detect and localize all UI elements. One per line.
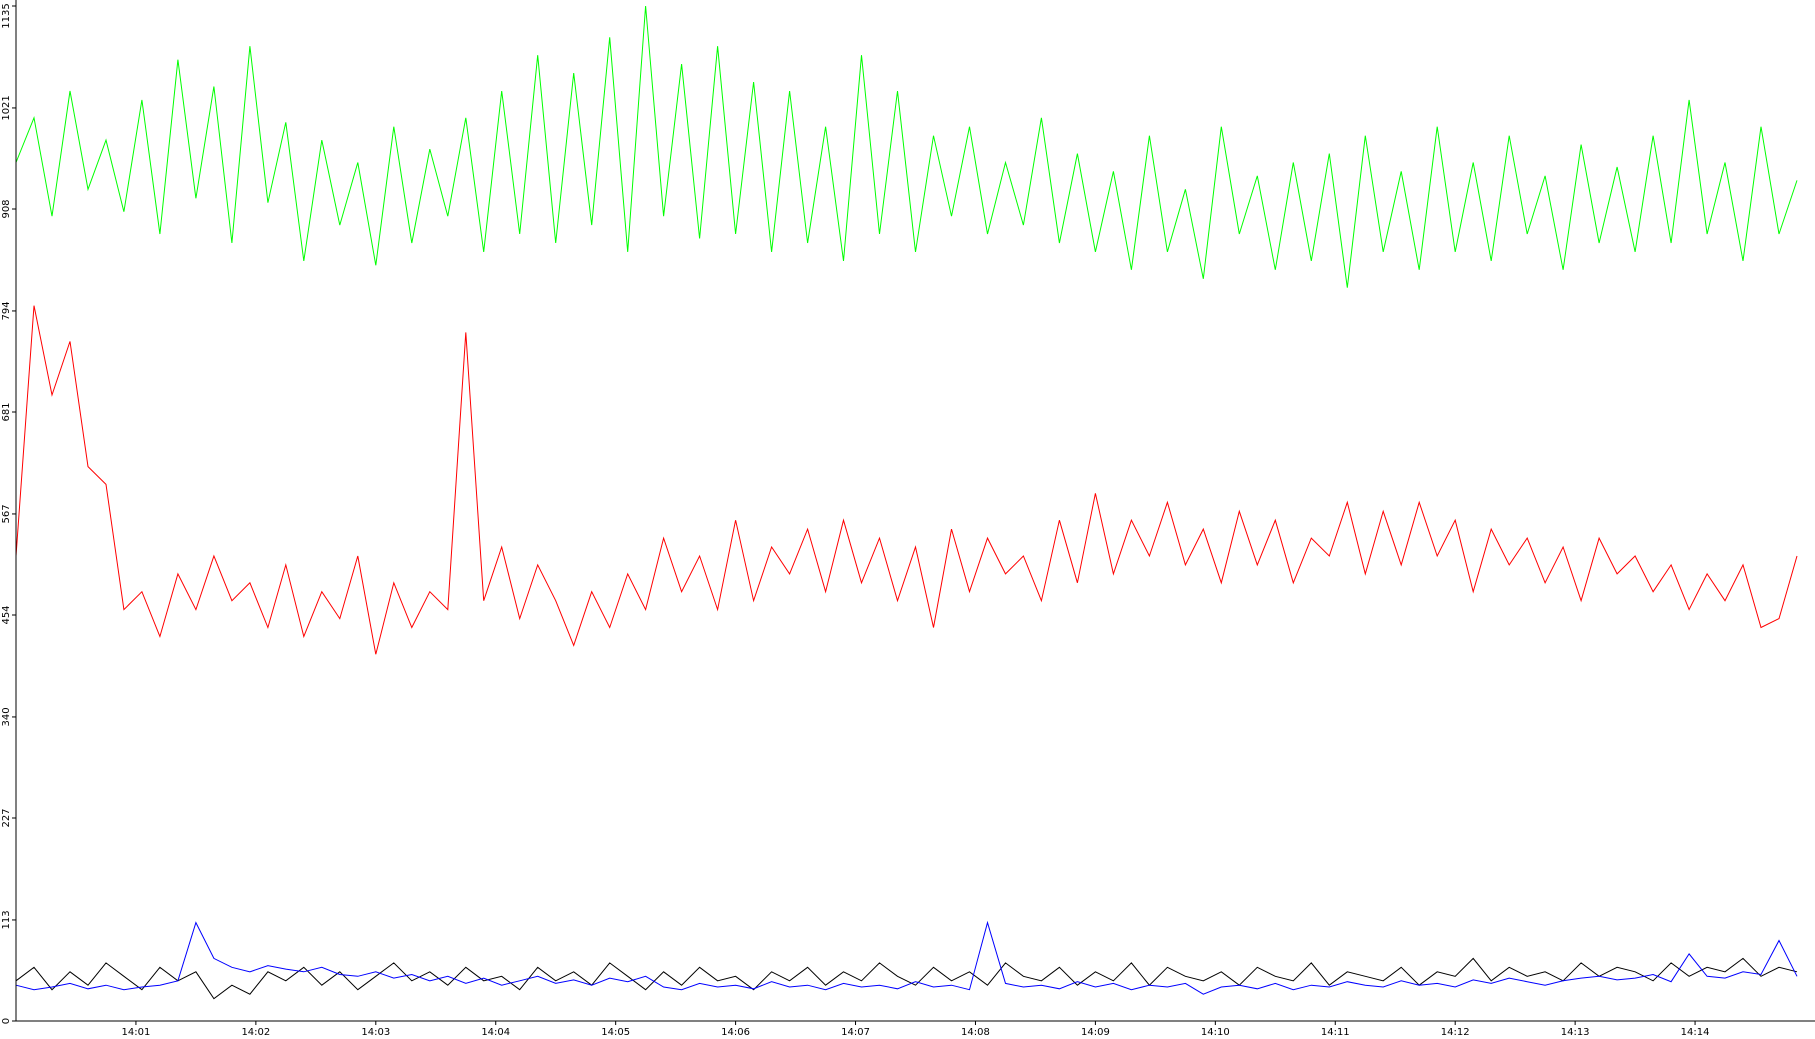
x-tick-label: 14:03 bbox=[361, 1027, 390, 1038]
x-tick-label: 14:14 bbox=[1681, 1027, 1710, 1038]
x-tick-label: 14:02 bbox=[241, 1027, 270, 1038]
series-line bbox=[15, 305, 1798, 655]
y-tick-label: 227 bbox=[1, 808, 12, 827]
x-tick-label: 14:05 bbox=[601, 1027, 630, 1038]
x-tick-label: 14:09 bbox=[1081, 1027, 1110, 1038]
x-tick-label: 14:11 bbox=[1321, 1027, 1350, 1038]
series-line bbox=[15, 920, 1798, 995]
series-line bbox=[15, 5, 1798, 288]
x-tick-label: 14:04 bbox=[481, 1027, 510, 1038]
x-tick-label: 14:10 bbox=[1201, 1027, 1230, 1038]
y-tick-label: 454 bbox=[1, 605, 12, 624]
y-tick-label: 340 bbox=[1, 707, 12, 726]
y-tick-label: 1135 bbox=[1, 3, 12, 28]
y-tick-label: 0 bbox=[1, 1018, 12, 1024]
x-tick-label: 14:13 bbox=[1561, 1027, 1590, 1038]
x-tick-label: 14:08 bbox=[961, 1027, 990, 1038]
x-tick-label: 14:06 bbox=[721, 1027, 750, 1038]
series-line bbox=[15, 957, 1798, 1000]
x-tick-label: 14:07 bbox=[841, 1027, 870, 1038]
y-tick-label: 113 bbox=[1, 910, 12, 929]
y-tick-label: 908 bbox=[1, 199, 12, 218]
x-tick-label: 14:01 bbox=[122, 1027, 151, 1038]
y-tick-label: 794 bbox=[1, 301, 12, 320]
y-tick-label: 567 bbox=[1, 504, 12, 523]
y-tick-label: 681 bbox=[1, 402, 12, 421]
y-tick-label: 1021 bbox=[1, 95, 12, 120]
x-tick-label: 14:12 bbox=[1441, 1027, 1470, 1038]
